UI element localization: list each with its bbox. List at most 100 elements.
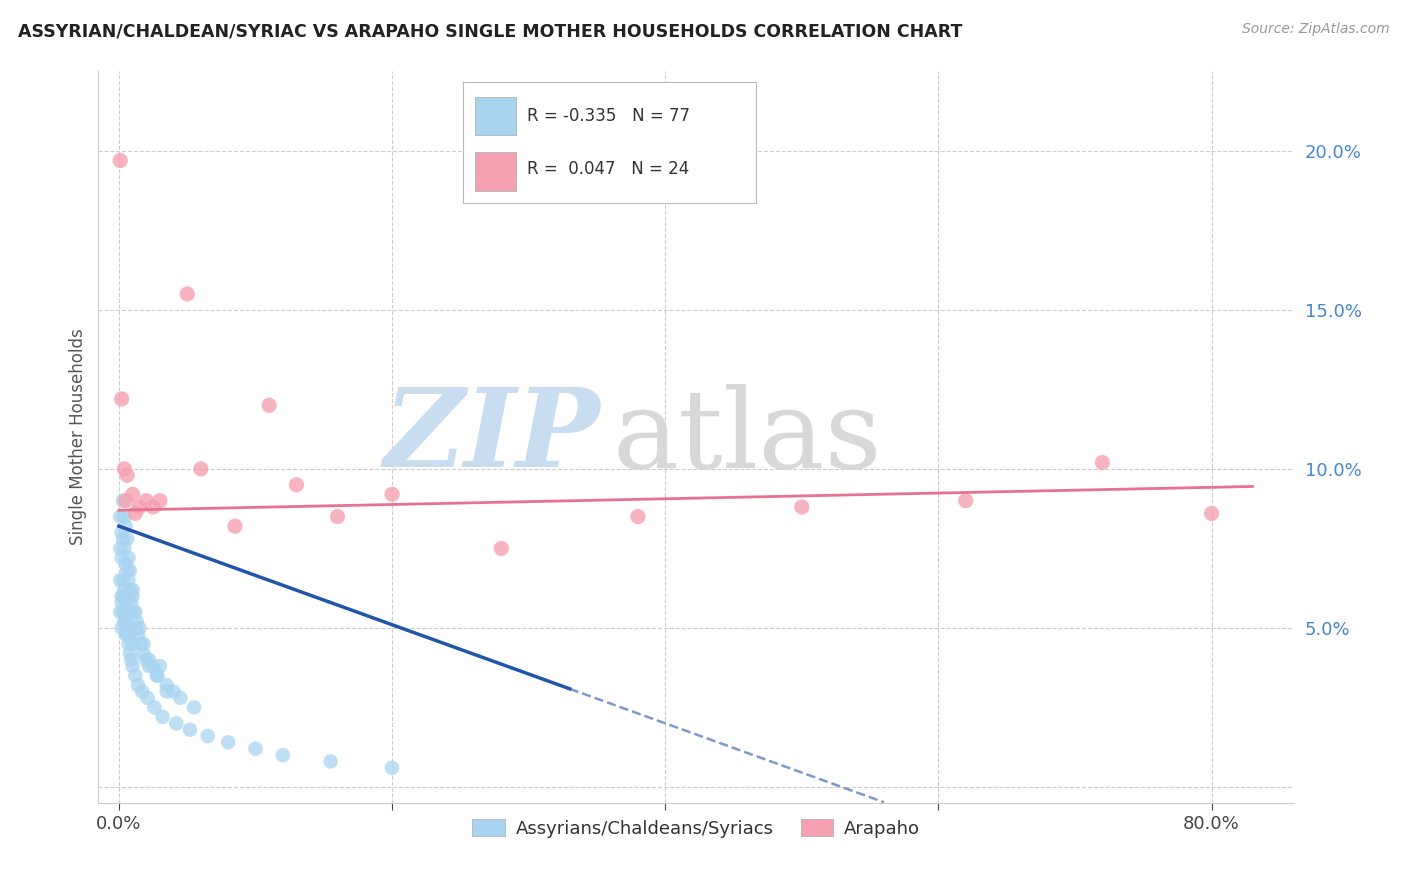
Point <box>190 462 212 476</box>
Point <box>128 500 150 514</box>
Text: ZIP: ZIP <box>384 384 600 491</box>
Point <box>114 595 136 609</box>
Point <box>114 558 136 572</box>
Point <box>117 637 139 651</box>
Point <box>146 668 169 682</box>
Point <box>491 541 513 556</box>
Point <box>138 659 160 673</box>
Point <box>135 493 157 508</box>
Point <box>127 678 149 692</box>
Point <box>132 646 155 660</box>
Point <box>245 741 267 756</box>
Text: atlas: atlas <box>613 384 882 491</box>
Point <box>120 595 142 609</box>
Point <box>118 646 141 660</box>
Point <box>117 573 139 587</box>
Point <box>271 748 294 763</box>
Point <box>120 653 142 667</box>
Point <box>127 627 149 641</box>
Point <box>114 627 136 641</box>
Point <box>627 509 650 524</box>
Point <box>110 605 132 619</box>
Point <box>115 605 138 619</box>
Point <box>118 627 141 641</box>
Point <box>112 509 135 524</box>
Point <box>165 716 187 731</box>
Point <box>110 153 132 168</box>
Point <box>142 500 165 514</box>
Point <box>285 477 308 491</box>
Point <box>136 690 159 705</box>
Point <box>121 659 143 673</box>
Point <box>110 541 132 556</box>
Point <box>121 582 143 597</box>
Point <box>121 637 143 651</box>
Point <box>955 493 977 508</box>
Point <box>1201 507 1223 521</box>
Point <box>149 659 172 673</box>
Text: Source: ZipAtlas.com: Source: ZipAtlas.com <box>1241 22 1389 37</box>
Point <box>117 550 139 565</box>
Text: ASSYRIAN/CHALDEAN/SYRIAC VS ARAPAHO SINGLE MOTHER HOUSEHOLDS CORRELATION CHART: ASSYRIAN/CHALDEAN/SYRIAC VS ARAPAHO SING… <box>18 22 963 40</box>
Point <box>111 605 134 619</box>
Point <box>114 615 136 629</box>
Point <box>111 589 134 603</box>
Point <box>162 684 184 698</box>
Point <box>125 615 148 629</box>
Point <box>122 605 145 619</box>
Point <box>217 735 239 749</box>
Point <box>112 582 135 597</box>
Point <box>135 653 157 667</box>
Point <box>110 573 132 587</box>
Point <box>111 550 134 565</box>
Point <box>790 500 813 514</box>
Point <box>131 684 153 698</box>
Point <box>179 723 201 737</box>
Point <box>183 700 205 714</box>
Point <box>326 509 349 524</box>
Point <box>112 605 135 619</box>
Point <box>115 468 138 483</box>
Point <box>114 519 136 533</box>
Point <box>111 392 134 406</box>
Point <box>110 509 132 524</box>
Point <box>124 621 146 635</box>
Point <box>121 589 143 603</box>
Point <box>152 710 174 724</box>
Point <box>124 668 146 682</box>
Point <box>114 493 136 508</box>
Point <box>115 627 138 641</box>
Point <box>112 541 135 556</box>
Point <box>111 589 134 603</box>
Point <box>1091 456 1114 470</box>
Point <box>197 729 219 743</box>
Point <box>143 700 166 714</box>
Point <box>121 487 143 501</box>
Point <box>124 507 146 521</box>
Point <box>129 637 152 651</box>
Point <box>146 668 169 682</box>
Point <box>115 564 138 578</box>
Point <box>115 532 138 546</box>
Point <box>132 637 155 651</box>
Point <box>118 564 141 578</box>
Y-axis label: Single Mother Households: Single Mother Households <box>69 329 87 545</box>
Point <box>149 493 172 508</box>
Point <box>111 493 134 508</box>
Point <box>142 659 165 673</box>
Point <box>319 755 342 769</box>
Point <box>138 653 160 667</box>
Point <box>128 621 150 635</box>
Point <box>156 678 179 692</box>
Legend: Assyrians/Chaldeans/Syriacs, Arapaho: Assyrians/Chaldeans/Syriacs, Arapaho <box>465 813 927 845</box>
Point <box>112 615 135 629</box>
Point <box>117 621 139 635</box>
Point <box>156 684 179 698</box>
Point <box>124 605 146 619</box>
Point <box>169 690 191 705</box>
Point <box>112 462 135 476</box>
Point <box>224 519 246 533</box>
Point <box>381 761 404 775</box>
Point <box>111 595 134 609</box>
Point <box>111 532 134 546</box>
